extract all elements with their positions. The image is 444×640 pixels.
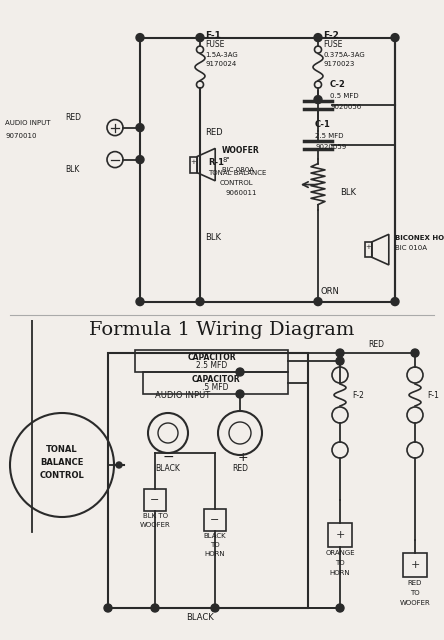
Text: 9070010: 9070010	[5, 132, 36, 139]
Text: FUSE: FUSE	[323, 40, 342, 49]
Text: WOOFER: WOOFER	[139, 522, 170, 528]
Bar	[328, 523, 352, 547]
Text: BLK: BLK	[205, 232, 221, 241]
Circle shape	[196, 33, 204, 42]
Bar	[144, 489, 166, 511]
Circle shape	[314, 33, 322, 42]
Text: BLK TO: BLK TO	[143, 513, 167, 519]
Text: RED: RED	[408, 580, 422, 586]
Circle shape	[151, 604, 159, 612]
Text: HORN: HORN	[330, 570, 350, 576]
Text: BLK: BLK	[65, 164, 79, 173]
Text: ORN: ORN	[320, 287, 339, 296]
Text: ORANGE: ORANGE	[325, 550, 355, 556]
Circle shape	[104, 604, 112, 612]
Text: TO: TO	[335, 560, 345, 566]
Text: FUSE: FUSE	[205, 40, 224, 49]
Text: 9170023: 9170023	[323, 61, 354, 67]
Circle shape	[314, 95, 322, 104]
Bar	[143, 372, 288, 394]
Circle shape	[236, 368, 244, 376]
Text: RED: RED	[232, 464, 248, 473]
Text: BLACK: BLACK	[204, 533, 226, 539]
Text: CONTROL: CONTROL	[40, 471, 84, 480]
Text: F-2: F-2	[352, 390, 364, 399]
Circle shape	[196, 298, 204, 306]
Circle shape	[136, 33, 144, 42]
Text: 0.375A-3AG: 0.375A-3AG	[323, 52, 365, 58]
Text: TONAL BALANCE: TONAL BALANCE	[208, 170, 266, 175]
Circle shape	[336, 357, 344, 365]
Text: 9020056: 9020056	[330, 104, 361, 109]
Text: TONAL: TONAL	[46, 445, 78, 454]
Text: BLACK: BLACK	[155, 464, 180, 473]
Text: −: −	[151, 495, 160, 505]
Text: BALANCE: BALANCE	[40, 458, 83, 467]
Circle shape	[136, 124, 144, 132]
Text: 9060011: 9060011	[225, 189, 257, 196]
Text: BIC 010A: BIC 010A	[395, 244, 427, 251]
Text: BLACK: BLACK	[186, 613, 214, 622]
Bar	[135, 350, 288, 372]
Text: WOOFER: WOOFER	[400, 600, 430, 606]
Text: +: +	[410, 560, 420, 570]
Text: C-2: C-2	[330, 79, 346, 88]
Text: 1.5A-3AG: 1.5A-3AG	[205, 52, 238, 58]
Bar	[204, 509, 226, 531]
Text: F-1: F-1	[205, 31, 221, 40]
Text: +: +	[190, 159, 196, 165]
Text: BIC 080A: BIC 080A	[222, 166, 254, 173]
Text: +: +	[335, 530, 345, 540]
Text: .5 MFD: .5 MFD	[202, 383, 229, 392]
Text: TO: TO	[410, 590, 420, 596]
Text: F-2: F-2	[323, 31, 339, 40]
Text: 9170024: 9170024	[205, 61, 236, 67]
Text: +: +	[365, 244, 371, 250]
Text: 9020059: 9020059	[315, 143, 346, 150]
Circle shape	[136, 156, 144, 164]
Text: CAPACITOR: CAPACITOR	[191, 374, 240, 383]
Text: HORN: HORN	[205, 551, 225, 557]
Circle shape	[411, 349, 419, 357]
Text: BICONEX HORN: BICONEX HORN	[395, 235, 444, 241]
Circle shape	[211, 604, 219, 612]
Text: +: +	[238, 451, 248, 464]
Text: BLK: BLK	[340, 188, 356, 196]
Text: C-1: C-1	[315, 120, 331, 129]
Text: −: −	[210, 515, 220, 525]
Text: RED: RED	[368, 340, 384, 349]
Text: 2.5 MFD: 2.5 MFD	[315, 132, 344, 139]
Circle shape	[136, 298, 144, 306]
Text: RED: RED	[205, 127, 222, 136]
Bar	[403, 553, 427, 577]
Text: RED: RED	[65, 113, 81, 122]
Text: 2.5 MFD: 2.5 MFD	[196, 362, 227, 371]
Text: Formula 1 Wiring Diagram: Formula 1 Wiring Diagram	[89, 321, 355, 339]
Text: WOOFER: WOOFER	[222, 146, 260, 155]
Text: R-1: R-1	[208, 157, 224, 166]
Text: F-1: F-1	[427, 390, 439, 399]
Text: TO: TO	[210, 542, 220, 548]
Bar	[108, 353, 308, 608]
Text: −: −	[162, 450, 174, 464]
Text: CAPACITOR: CAPACITOR	[187, 353, 236, 362]
Circle shape	[336, 604, 344, 612]
Circle shape	[391, 33, 399, 42]
Text: CONTROL: CONTROL	[220, 180, 254, 186]
Circle shape	[391, 298, 399, 306]
Circle shape	[116, 462, 122, 468]
Text: AUDIO INPUT: AUDIO INPUT	[5, 120, 51, 125]
Text: 8": 8"	[222, 157, 230, 163]
Text: AUDIO INPUT: AUDIO INPUT	[155, 391, 210, 400]
Text: 0.5 MFD: 0.5 MFD	[330, 93, 359, 99]
Circle shape	[236, 390, 244, 398]
Circle shape	[336, 349, 344, 357]
Circle shape	[314, 298, 322, 306]
